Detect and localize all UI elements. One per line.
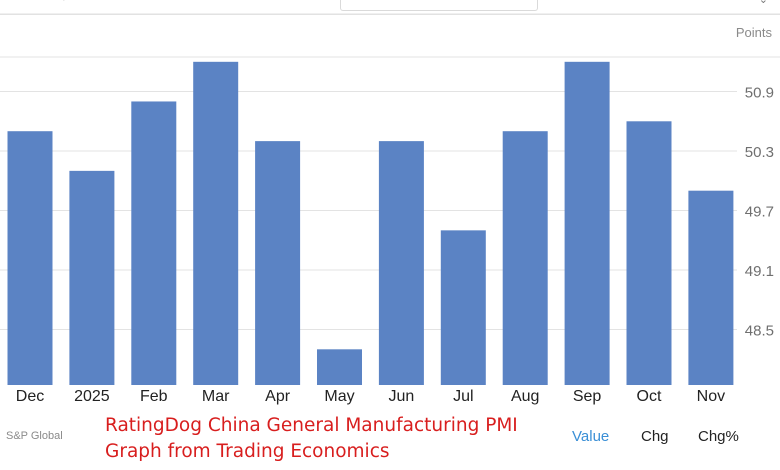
bar (255, 141, 301, 385)
x-tick-label: Dec (16, 388, 44, 405)
y-tick-label: 48.5 (745, 322, 774, 339)
bar (688, 190, 734, 385)
toolbar-select-box[interactable] (340, 0, 538, 11)
y-axis-unit-label: Points (735, 25, 772, 40)
bar (131, 101, 177, 385)
toolbar-fragment: · (62, 0, 66, 6)
x-tick-label: Nov (697, 388, 725, 405)
bar (69, 170, 115, 385)
bar (7, 131, 53, 385)
bar (564, 61, 610, 386)
overlay-title-line1: RatingDog China General Manufacturing PM… (105, 415, 518, 436)
bar (378, 141, 424, 385)
x-tick-label: Mar (202, 388, 230, 405)
bar-layer (7, 61, 734, 386)
y-tick-layer: 48.5 49.1 49.7 50.3 50.9 (745, 85, 774, 340)
x-tick-label: Jul (453, 388, 473, 405)
bar (193, 61, 239, 386)
tab-chg-percent[interactable]: Chg% (698, 428, 739, 445)
y-tick-label: 49.7 (745, 204, 774, 221)
y-tick-label: 49.1 (745, 263, 774, 280)
grid-layer (0, 13, 780, 330)
chevron-down-icon[interactable]: ⌄ (758, 0, 768, 6)
overlay-title-line2: Graph from Trading Economics (105, 441, 390, 462)
overlay-title: RatingDog China General Manufacturing PM… (105, 413, 565, 465)
x-tick-label: Oct (637, 388, 662, 405)
source-label: S&P Global (6, 430, 63, 442)
x-tick-label: Aug (511, 388, 539, 405)
y-tick-label: 50.9 (745, 85, 774, 102)
y-tick-label: 50.3 (745, 144, 774, 161)
bar (626, 121, 672, 386)
tab-chg[interactable]: Chg (641, 428, 669, 445)
view-tabs: Value Chg Chg% (0, 428, 780, 448)
x-tick-label: 2025 (74, 388, 110, 405)
bar (502, 131, 548, 385)
x-tick-label: Jun (389, 388, 415, 405)
bar (317, 349, 362, 385)
bar (440, 230, 486, 385)
x-tick-layer: Dec 2025 Feb Mar Apr May Jun Jul Aug Sep Oct Nov (16, 388, 725, 405)
x-tick-label: Feb (140, 388, 168, 405)
x-tick-label: Apr (265, 388, 291, 405)
x-tick-label: May (324, 388, 354, 405)
tab-value[interactable]: Value (572, 428, 610, 445)
x-tick-label: Sep (573, 388, 602, 405)
